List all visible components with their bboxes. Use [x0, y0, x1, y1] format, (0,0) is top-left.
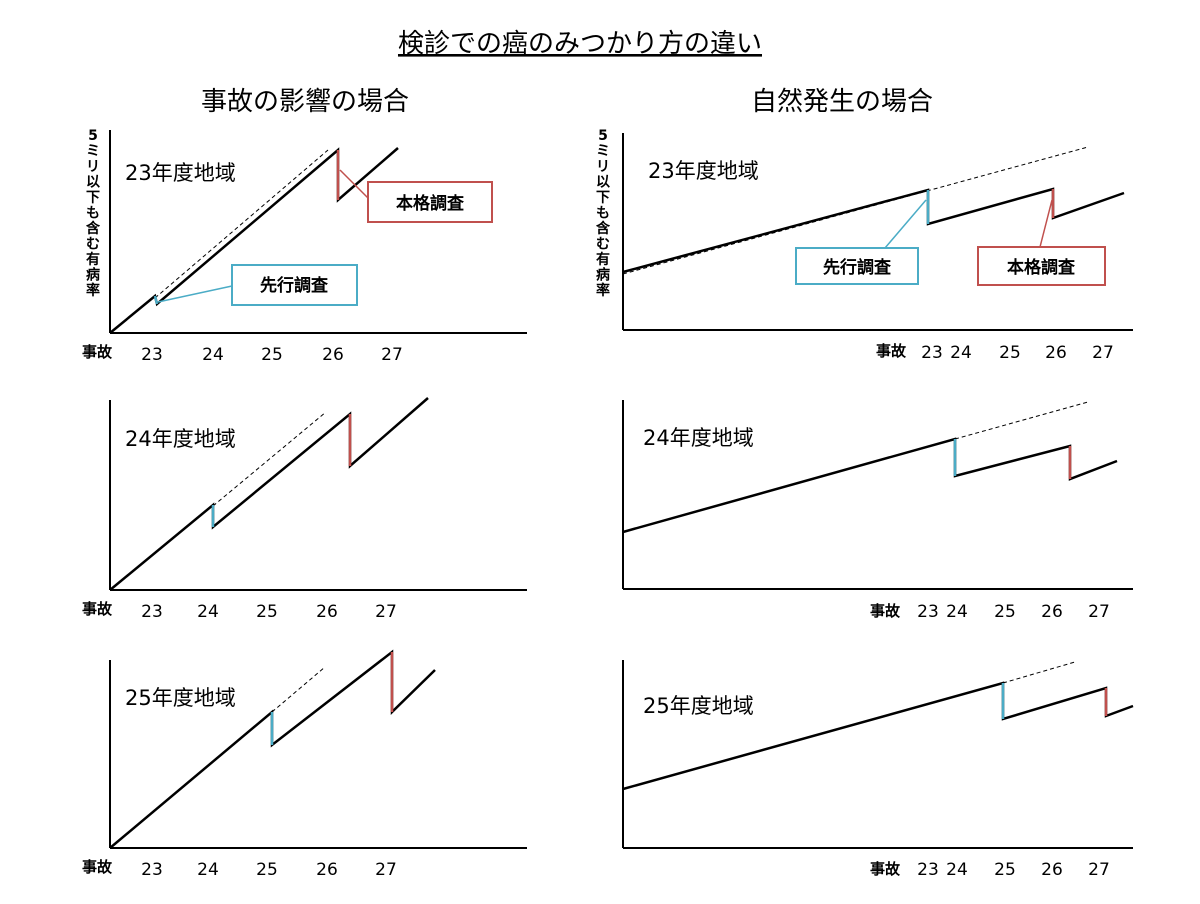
prevalence-line: [109, 649, 436, 849]
x-tick-25: 25: [261, 345, 283, 365]
panel-natural-24: 24年度地域 事故 23 24 25 26 27: [622, 400, 1133, 622]
origin-label: 事故: [82, 600, 113, 618]
main-callout-leader: [339, 169, 369, 199]
preliminary-drop: [153, 295, 159, 305]
trend-extension-dashed: [212, 411, 327, 507]
x-tick-24: 24: [950, 343, 972, 363]
x-tick-26: 26: [316, 860, 338, 880]
origin-label: 事故: [876, 342, 907, 360]
preliminary-callout-box: [231, 264, 358, 306]
x-tick-24: 24: [202, 345, 224, 365]
x-tick-27: 27: [1088, 860, 1110, 880]
x-tick-25: 25: [994, 602, 1016, 622]
x-tick-26: 26: [1041, 860, 1063, 880]
panel-accident-23: 先行調査 本格調査 23年度地域 事故 23 24 25 26 27: [82, 130, 527, 365]
preliminary-callout-leader: [157, 285, 233, 303]
panel-accident-24: 24年度地域 事故 23 24 25 26 27: [82, 397, 527, 622]
region-label: 23年度地域: [125, 161, 236, 185]
x-tick-26: 26: [322, 345, 344, 365]
origin-label: 事故: [870, 860, 901, 878]
prevalence-line: [622, 187, 1125, 274]
region-label: 23年度地域: [648, 159, 759, 183]
prevalence-line: [622, 681, 1134, 791]
x-tick-25: 25: [256, 602, 278, 622]
main-callout-leader: [1039, 199, 1053, 248]
panel-accident-25: 25年度地域 事故 23 24 25 26 27: [82, 649, 527, 880]
origin-label: 事故: [82, 858, 113, 876]
x-tick-27: 27: [1092, 343, 1114, 363]
trend-extension-dashed: [954, 401, 1089, 440]
figure-title: 検診での癌のみつかり方の違い: [398, 29, 762, 59]
x-tick-27: 27: [375, 860, 397, 880]
prevalence-line: [109, 397, 429, 591]
main-callout-box: [977, 246, 1106, 286]
region-label: 25年度地域: [125, 686, 236, 710]
x-tick-23: 23: [141, 860, 163, 880]
panel-natural-25: 25年度地域 事故 23 24 25 26 27: [622, 660, 1134, 880]
x-tick-24: 24: [197, 602, 219, 622]
x-tick-23: 23: [141, 345, 163, 365]
panel-natural-23: 先行調査 本格調査 23年度地域 事故 23 24 25 26 27: [622, 133, 1133, 363]
x-tick-24: 24: [946, 602, 968, 622]
preliminary-callout-leader: [884, 199, 927, 249]
x-tick-24: 24: [946, 860, 968, 880]
x-tick-23: 23: [921, 343, 943, 363]
x-tick-24: 24: [197, 860, 219, 880]
column-title-accident: 事故の影響の場合: [201, 87, 409, 117]
x-tick-23: 23: [141, 602, 163, 622]
region-label: 24年度地域: [643, 426, 754, 450]
main-callout-label: 本格調査: [1007, 257, 1076, 278]
trend-extension-dashed: [154, 149, 329, 299]
x-tick-26: 26: [1041, 602, 1063, 622]
preliminary-callout-label: 先行調査: [823, 257, 892, 278]
main-callout-label: 本格調査: [396, 193, 465, 214]
y-axis-label-right: 5 ミリ以下も含む有病率: [596, 128, 611, 299]
prevalence-line: [109, 147, 399, 334]
prevalence-line: [622, 437, 1118, 534]
x-tick-25: 25: [256, 860, 278, 880]
preliminary-callout-label: 先行調査: [260, 275, 329, 296]
trend-extension-dashed: [1002, 661, 1076, 684]
preliminary-callout-box: [795, 247, 919, 285]
x-tick-23: 23: [917, 602, 939, 622]
region-label: 24年度地域: [125, 427, 236, 451]
x-tick-25: 25: [994, 860, 1016, 880]
x-tick-26: 26: [1045, 343, 1067, 363]
x-tick-27: 27: [375, 602, 397, 622]
origin-label: 事故: [82, 343, 113, 361]
x-tick-27: 27: [381, 345, 403, 365]
region-label: 25年度地域: [643, 694, 754, 718]
origin-label: 事故: [870, 602, 901, 620]
x-tick-23: 23: [917, 860, 939, 880]
trend-extension-dashed: [271, 666, 326, 713]
x-tick-27: 27: [1088, 602, 1110, 622]
x-tick-25: 25: [999, 343, 1021, 363]
x-tick-26: 26: [316, 602, 338, 622]
main-callout-box: [367, 181, 493, 223]
y-axis-label-left: 5 ミリ以下も含む有病率: [86, 128, 101, 299]
column-title-natural: 自然発生の場合: [751, 87, 933, 117]
